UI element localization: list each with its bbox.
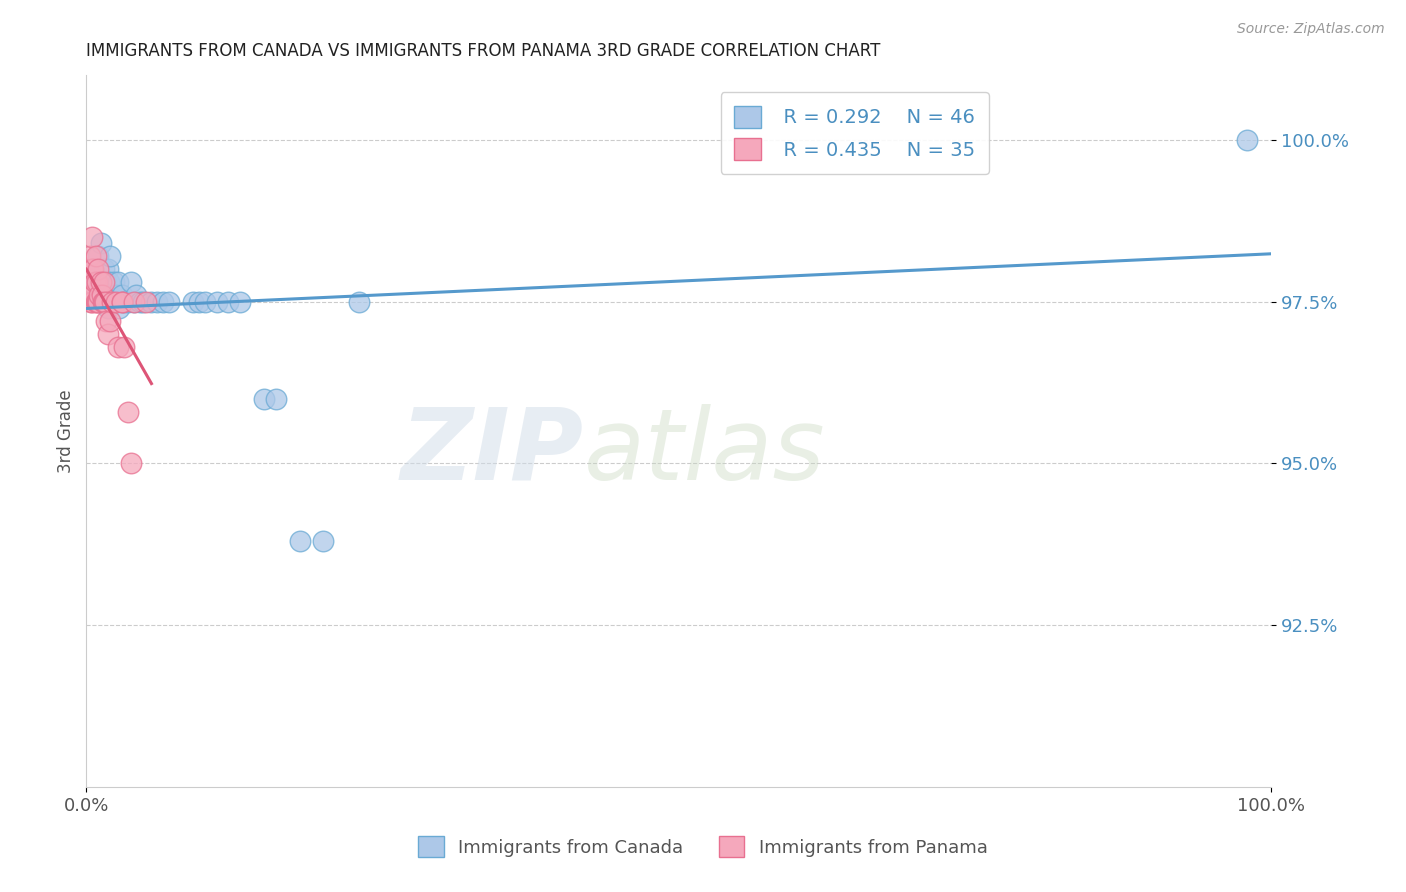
Point xyxy=(90,294,112,309)
Point xyxy=(98,288,121,302)
Point xyxy=(112,294,135,309)
Point xyxy=(105,288,128,302)
Point xyxy=(87,294,110,309)
Point xyxy=(94,294,117,309)
Point xyxy=(347,294,370,309)
Point xyxy=(104,294,127,309)
Point xyxy=(107,340,129,354)
Point xyxy=(122,294,145,309)
Point xyxy=(89,236,111,251)
Point xyxy=(146,294,169,309)
Point xyxy=(91,294,114,309)
Point xyxy=(125,288,148,302)
Point xyxy=(98,314,121,328)
Text: Source: ZipAtlas.com: Source: ZipAtlas.com xyxy=(1237,22,1385,37)
Point xyxy=(97,275,120,289)
Point xyxy=(157,294,180,309)
Point xyxy=(1236,133,1258,147)
Point xyxy=(135,294,157,309)
Y-axis label: 3rd Grade: 3rd Grade xyxy=(58,389,75,473)
Point xyxy=(93,262,115,277)
Point xyxy=(96,275,118,289)
Text: ZIP: ZIP xyxy=(401,404,583,501)
Point xyxy=(87,288,110,302)
Point xyxy=(80,294,103,309)
Point xyxy=(312,534,335,549)
Point xyxy=(89,288,111,302)
Point xyxy=(122,294,145,309)
Point xyxy=(117,404,139,418)
Point xyxy=(181,294,204,309)
Point xyxy=(264,392,287,406)
Point xyxy=(104,294,127,309)
Point xyxy=(98,249,121,263)
Point xyxy=(104,294,127,309)
Point xyxy=(83,275,105,289)
Legend:   R = 0.292    N = 46,   R = 0.435    N = 35: R = 0.292 N = 46, R = 0.435 N = 35 xyxy=(721,92,988,174)
Point xyxy=(194,294,217,309)
Point xyxy=(87,262,110,277)
Point xyxy=(97,262,120,277)
Point xyxy=(82,262,104,277)
Point xyxy=(111,294,134,309)
Point xyxy=(79,275,101,289)
Point xyxy=(187,294,209,309)
Point xyxy=(94,294,117,309)
Point xyxy=(93,288,115,302)
Point xyxy=(97,301,120,315)
Point xyxy=(117,294,139,309)
Point xyxy=(84,294,107,309)
Point xyxy=(103,275,125,289)
Point xyxy=(101,294,124,309)
Text: IMMIGRANTS FROM CANADA VS IMMIGRANTS FROM PANAMA 3RD GRADE CORRELATION CHART: IMMIGRANTS FROM CANADA VS IMMIGRANTS FRO… xyxy=(86,42,880,60)
Point xyxy=(120,275,142,289)
Point xyxy=(82,288,104,302)
Point xyxy=(111,288,134,302)
Point xyxy=(87,249,110,263)
Point xyxy=(82,262,104,277)
Point xyxy=(84,249,107,263)
Point xyxy=(152,294,174,309)
Point xyxy=(97,326,120,341)
Legend: Immigrants from Canada, Immigrants from Panama: Immigrants from Canada, Immigrants from … xyxy=(405,823,1001,870)
Point xyxy=(84,275,107,289)
Point xyxy=(132,294,155,309)
Point xyxy=(86,275,108,289)
Point xyxy=(229,294,252,309)
Point xyxy=(93,294,115,309)
Point xyxy=(90,288,112,302)
Point xyxy=(93,275,115,289)
Point xyxy=(217,294,239,309)
Point xyxy=(253,392,276,406)
Point xyxy=(288,534,311,549)
Point xyxy=(128,294,150,309)
Text: atlas: atlas xyxy=(583,404,825,501)
Point xyxy=(79,249,101,263)
Point xyxy=(89,275,111,289)
Point xyxy=(108,301,131,315)
Point xyxy=(141,294,163,309)
Point xyxy=(86,294,108,309)
Point xyxy=(120,456,142,470)
Point xyxy=(112,340,135,354)
Point xyxy=(101,294,124,309)
Point xyxy=(111,294,134,309)
Point xyxy=(205,294,228,309)
Point xyxy=(82,294,104,309)
Point xyxy=(82,230,104,244)
Point xyxy=(82,262,104,277)
Point xyxy=(107,275,129,289)
Point xyxy=(96,314,118,328)
